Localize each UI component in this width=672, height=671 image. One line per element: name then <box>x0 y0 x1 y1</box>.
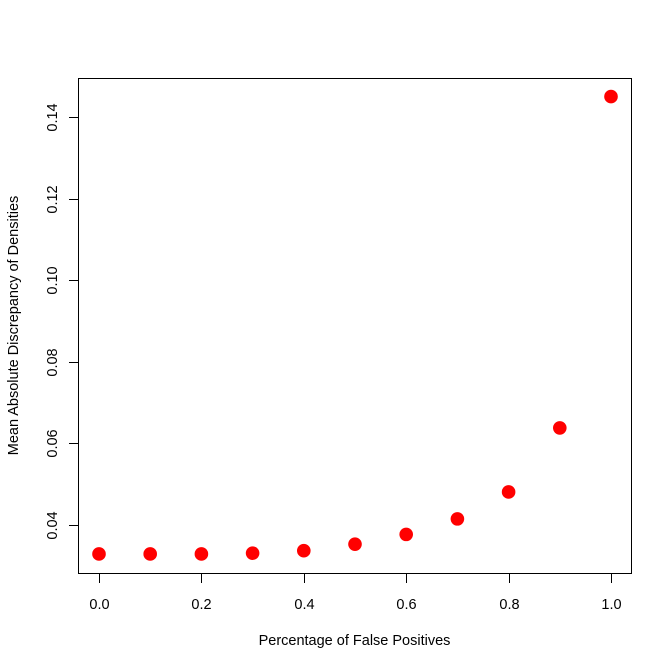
data-point <box>194 547 209 561</box>
y-tick-label: 0.10 <box>45 266 61 294</box>
x-tick-label: 0.8 <box>499 597 519 613</box>
data-point <box>501 485 516 499</box>
data-point <box>604 89 618 104</box>
y-tick-label: 0.06 <box>45 429 61 457</box>
y-axis: 0.04 0.06 0.08 0.10 0.12 0.14 <box>45 103 79 540</box>
data-points <box>92 89 618 561</box>
plot-frame <box>78 78 632 574</box>
x-tick-label: 0.4 <box>294 597 314 613</box>
data-point <box>297 543 311 558</box>
y-tick-label: 0.04 <box>45 511 61 539</box>
data-point <box>143 547 157 561</box>
x-tick-label: 0.6 <box>396 597 416 613</box>
x-axis: 0.0 0.2 0.4 0.6 0.8 1.0 <box>89 573 622 613</box>
x-axis-label: Percentage of False Positives <box>259 633 451 649</box>
y-axis-label: Mean Absolute Discrepancy of Densities <box>6 196 22 456</box>
x-tick-label: 1.0 <box>601 597 621 613</box>
x-tick-label: 0.2 <box>191 597 211 613</box>
data-point <box>399 527 414 542</box>
data-point <box>245 546 260 560</box>
data-point <box>348 537 362 551</box>
data-point <box>92 547 106 561</box>
x-tick-label: 0.0 <box>89 597 109 613</box>
data-point <box>553 421 567 435</box>
y-tick-label: 0.08 <box>45 348 61 376</box>
data-point <box>450 512 465 526</box>
y-tick-label: 0.14 <box>45 103 61 131</box>
y-tick-label: 0.12 <box>45 185 61 213</box>
